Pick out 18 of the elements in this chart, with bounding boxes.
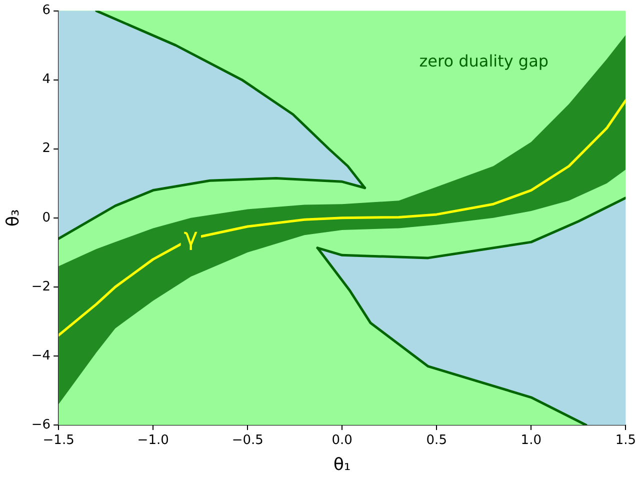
y-tick-label: −6 [31, 417, 51, 432]
x-tick-label: 1.0 [520, 433, 542, 448]
y-tick-label: −4 [31, 348, 51, 364]
x-axis-title: θ₁ [334, 455, 351, 476]
y-axis-title: θ₃ [4, 209, 24, 227]
y-tick-label: 2 [42, 141, 51, 156]
series-label: γ [184, 222, 198, 251]
y-tick-label: −2 [31, 279, 51, 294]
x-tick-label: 1.5 [615, 433, 636, 448]
x-tick-label: −1.0 [137, 433, 169, 448]
x-tick-label: 0.5 [426, 433, 447, 448]
x-tick-label: −0.5 [232, 433, 264, 448]
annotation: zero duality gap [419, 52, 549, 71]
y-tick-label: 6 [42, 3, 51, 18]
x-tick-label: −1.5 [42, 433, 74, 448]
y-tick-label: 0 [42, 210, 51, 226]
x-tick-label: 0.0 [332, 433, 352, 448]
y-tick-label: 4 [42, 72, 51, 88]
